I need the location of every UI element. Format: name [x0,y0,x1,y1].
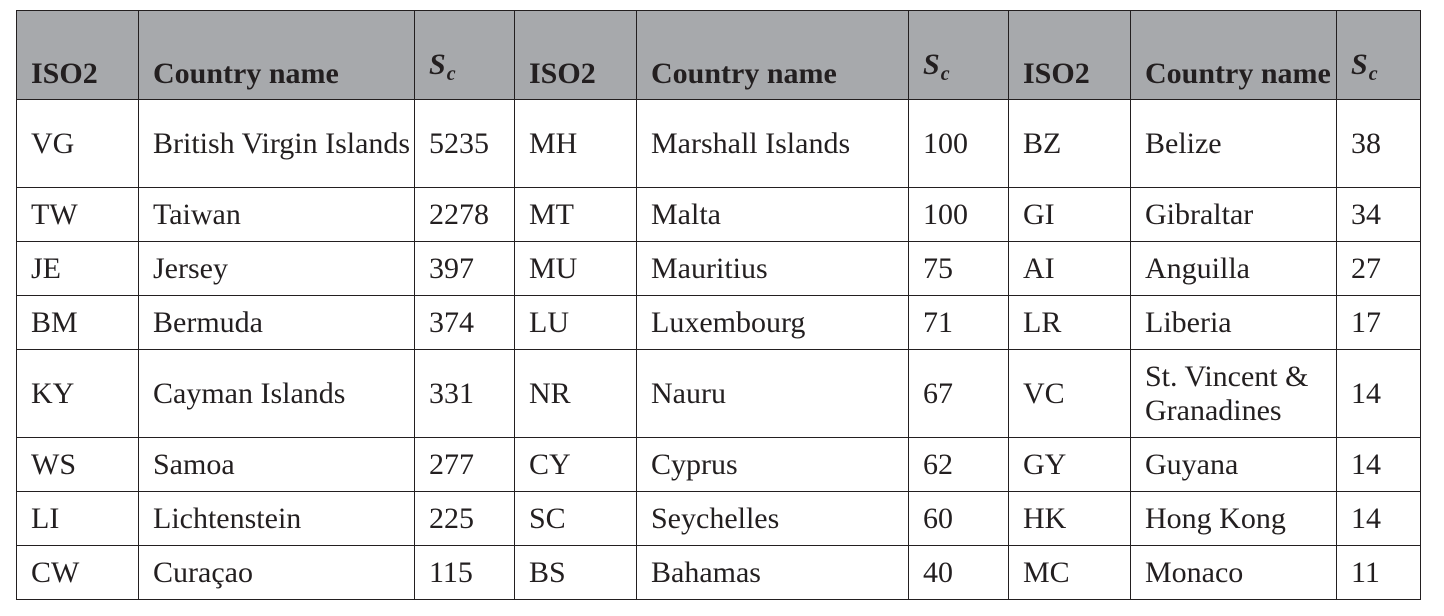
iso2-cell: MU [514,241,637,296]
score-cell: 100 [908,187,1009,242]
country-name-cell: Guyana [1130,437,1337,492]
country-name-cell: Curaçao [138,545,415,600]
score-subscript: c [1368,63,1378,85]
score-cell: 75 [908,241,1009,296]
header-score: Sc [414,10,515,100]
iso2-cell: BS [514,545,637,600]
country-name-cell: Mauritius [636,241,909,296]
table-row: BM Bermuda 374 LU Luxembourg 71 LR Liberia 17 [16,295,1421,350]
header-row: ISO2 Country name Sc ISO2 Country name Sc ISO2… [16,10,1421,100]
table-row: JE Jersey 397 MU Mauritius 75 AI Anguilla 27 [16,241,1421,296]
iso2-cell: CY [514,437,637,492]
score-cell: 27 [1336,241,1421,296]
country-name-cell: Liberia [1130,295,1337,350]
country-name-cell: Samoa [138,437,415,492]
country-name-cell: Taiwan [138,187,415,242]
country-name-cell: Hong Kong [1130,491,1337,546]
iso2-cell: VG [16,99,139,188]
header-country-name: Country name [636,10,909,100]
iso2-cell: SC [514,491,637,546]
iso2-cell: CW [16,545,139,600]
country-name-cell: Anguilla [1130,241,1337,296]
table-body: VG British Virgin Islands 5235 MH Marshall I… [16,99,1421,600]
iso2-cell: GY [1008,437,1131,492]
iso2-cell: MT [514,187,637,242]
score-cell: 225 [414,491,515,546]
iso2-cell: VC [1008,349,1131,438]
score-cell: 100 [908,99,1009,188]
country-name-cell: Cayman Islands [138,349,415,438]
score-cell: 17 [1336,295,1421,350]
iso2-cell: BZ [1008,99,1131,188]
score-cell: 34 [1336,187,1421,242]
score-cell: 14 [1336,349,1421,438]
score-cell: 11 [1336,545,1421,600]
country-name-cell: Malta [636,187,909,242]
score-cell: 115 [414,545,515,600]
score-cell: 397 [414,241,515,296]
header-score: Sc [1336,10,1421,100]
header-country-name: Country name [138,10,415,100]
score-subscript: c [446,63,456,85]
country-name-cell: Nauru [636,349,909,438]
country-name-cell: St. Vincent & Granadines [1130,349,1337,438]
iso2-cell: KY [16,349,139,438]
header-iso2: ISO2 [16,10,139,100]
country-score-table: ISO2 Country name Sc ISO2 Country name Sc ISO2… [16,10,1421,600]
score-cell: 5235 [414,99,515,188]
score-cell: 374 [414,295,515,350]
score-cell: 14 [1336,437,1421,492]
iso2-cell: LR [1008,295,1131,350]
country-name-cell: British Virgin Islands [138,99,415,188]
iso2-cell: MC [1008,545,1131,600]
iso2-cell: HK [1008,491,1131,546]
table-row: CW Curaçao 115 BS Bahamas 40 MC Monaco 11 [16,545,1421,600]
score-cell: 40 [908,545,1009,600]
score-cell: 331 [414,349,515,438]
country-name-cell: Belize [1130,99,1337,188]
score-subscript: c [940,63,950,85]
country-name-cell: Cyprus [636,437,909,492]
score-cell: 38 [1336,99,1421,188]
iso2-cell: BM [16,295,139,350]
iso2-cell: GI [1008,187,1131,242]
country-name-cell: Luxembourg [636,295,909,350]
score-cell: 60 [908,491,1009,546]
score-symbol: S [429,48,446,81]
country-name-cell: Jersey [138,241,415,296]
iso2-cell: MH [514,99,637,188]
header-iso2: ISO2 [1008,10,1131,100]
iso2-cell: NR [514,349,637,438]
header-iso2: ISO2 [514,10,637,100]
score-cell: 277 [414,437,515,492]
country-name-cell: Monaco [1130,545,1337,600]
score-cell: 71 [908,295,1009,350]
country-name-cell: Marshall Islands [636,99,909,188]
score-cell: 14 [1336,491,1421,546]
iso2-cell: TW [16,187,139,242]
iso2-cell: AI [1008,241,1131,296]
iso2-cell: LI [16,491,139,546]
table-row: KY Cayman Islands 331 NR Nauru 67 VC St. Vincen… [16,349,1421,438]
table-row: WS Samoa 277 CY Cyprus 62 GY Guyana 14 [16,437,1421,492]
table-row: VG British Virgin Islands 5235 MH Marshall I… [16,99,1421,188]
country-name-cell: Lichtenstein [138,491,415,546]
iso2-cell: JE [16,241,139,296]
table-header: ISO2 Country name Sc ISO2 Country name Sc ISO2… [16,10,1421,100]
score-symbol: S [923,48,940,81]
table-row: LI Lichtenstein 225 SC Seychelles 60 HK Hong Ko… [16,491,1421,546]
country-name-cell: Gibraltar [1130,187,1337,242]
table-row: TW Taiwan 2278 MT Malta 100 GI Gibraltar 34 [16,187,1421,242]
score-symbol: S [1351,48,1368,81]
header-score: Sc [908,10,1009,100]
score-cell: 67 [908,349,1009,438]
iso2-cell: WS [16,437,139,492]
score-cell: 2278 [414,187,515,242]
country-name-cell: Seychelles [636,491,909,546]
header-country-name: Country name [1130,10,1337,100]
score-cell: 62 [908,437,1009,492]
country-name-cell: Bermuda [138,295,415,350]
country-name-cell: Bahamas [636,545,909,600]
iso2-cell: LU [514,295,637,350]
